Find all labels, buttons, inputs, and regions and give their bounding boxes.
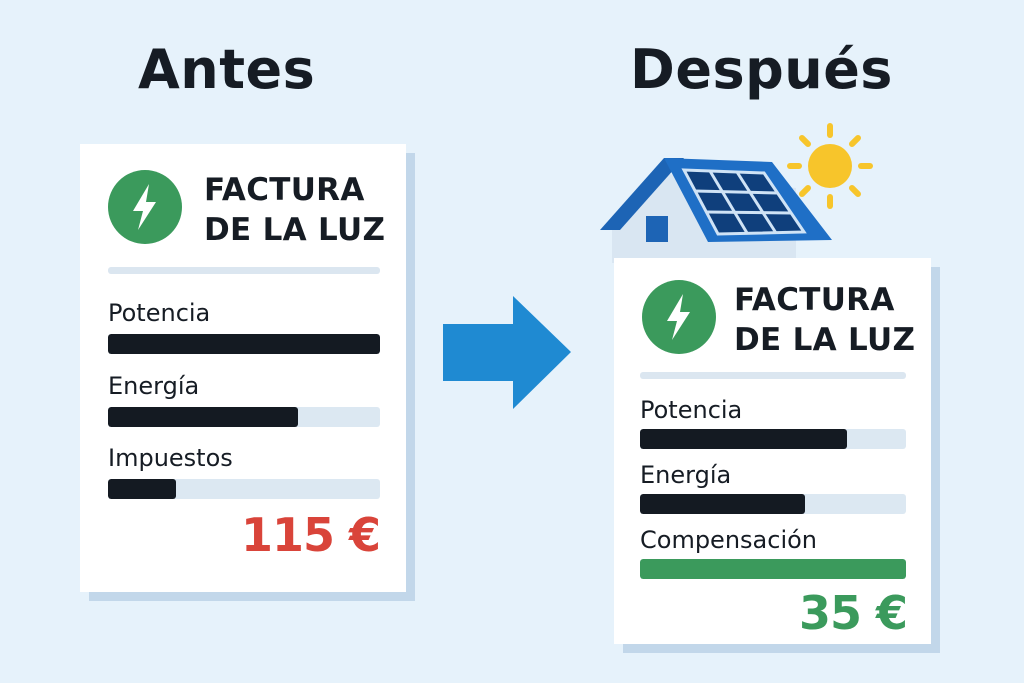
bar-fill bbox=[108, 334, 380, 354]
row-label-potencia: Potencia bbox=[640, 396, 743, 424]
sun-icon bbox=[787, 123, 873, 209]
bill-card-after: FACTURA DE LA LUZ Potencia Energía Compen… bbox=[614, 258, 931, 644]
bill-title: FACTURA DE LA LUZ bbox=[204, 172, 386, 248]
bill-total: 115 € bbox=[240, 508, 381, 562]
lightning-bolt-icon bbox=[108, 170, 182, 244]
divider bbox=[640, 372, 906, 379]
bar-fill bbox=[640, 494, 805, 514]
bar-energia bbox=[108, 407, 380, 427]
lightning-bolt-icon bbox=[642, 280, 716, 354]
bar-fill bbox=[108, 479, 176, 499]
bill-total: 35 € bbox=[798, 586, 908, 640]
divider bbox=[108, 267, 380, 274]
bill-card-before: FACTURA DE LA LUZ Potencia Energía Impues… bbox=[80, 144, 406, 592]
row-label-energia: Energía bbox=[108, 372, 200, 400]
before-heading: Antes bbox=[138, 38, 316, 101]
bar-potencia bbox=[640, 429, 906, 449]
solar-house-icon bbox=[600, 123, 873, 263]
bar-energia bbox=[640, 494, 906, 514]
row-label-compensacion: Compensación bbox=[640, 526, 817, 554]
bar-impuestos bbox=[108, 479, 380, 499]
row-label-energia: Energía bbox=[640, 461, 732, 489]
row-label-impuestos: Impuestos bbox=[108, 444, 233, 472]
row-label-potencia: Potencia bbox=[108, 299, 211, 327]
after-heading: Después bbox=[630, 38, 893, 101]
bar-potencia bbox=[108, 334, 380, 354]
bar-fill bbox=[640, 559, 906, 579]
bar-fill bbox=[108, 407, 299, 427]
arrow-right-icon bbox=[443, 296, 571, 409]
bar-compensacion bbox=[640, 559, 906, 579]
bar-fill bbox=[640, 429, 848, 449]
bill-title: FACTURA DE LA LUZ bbox=[734, 282, 916, 358]
